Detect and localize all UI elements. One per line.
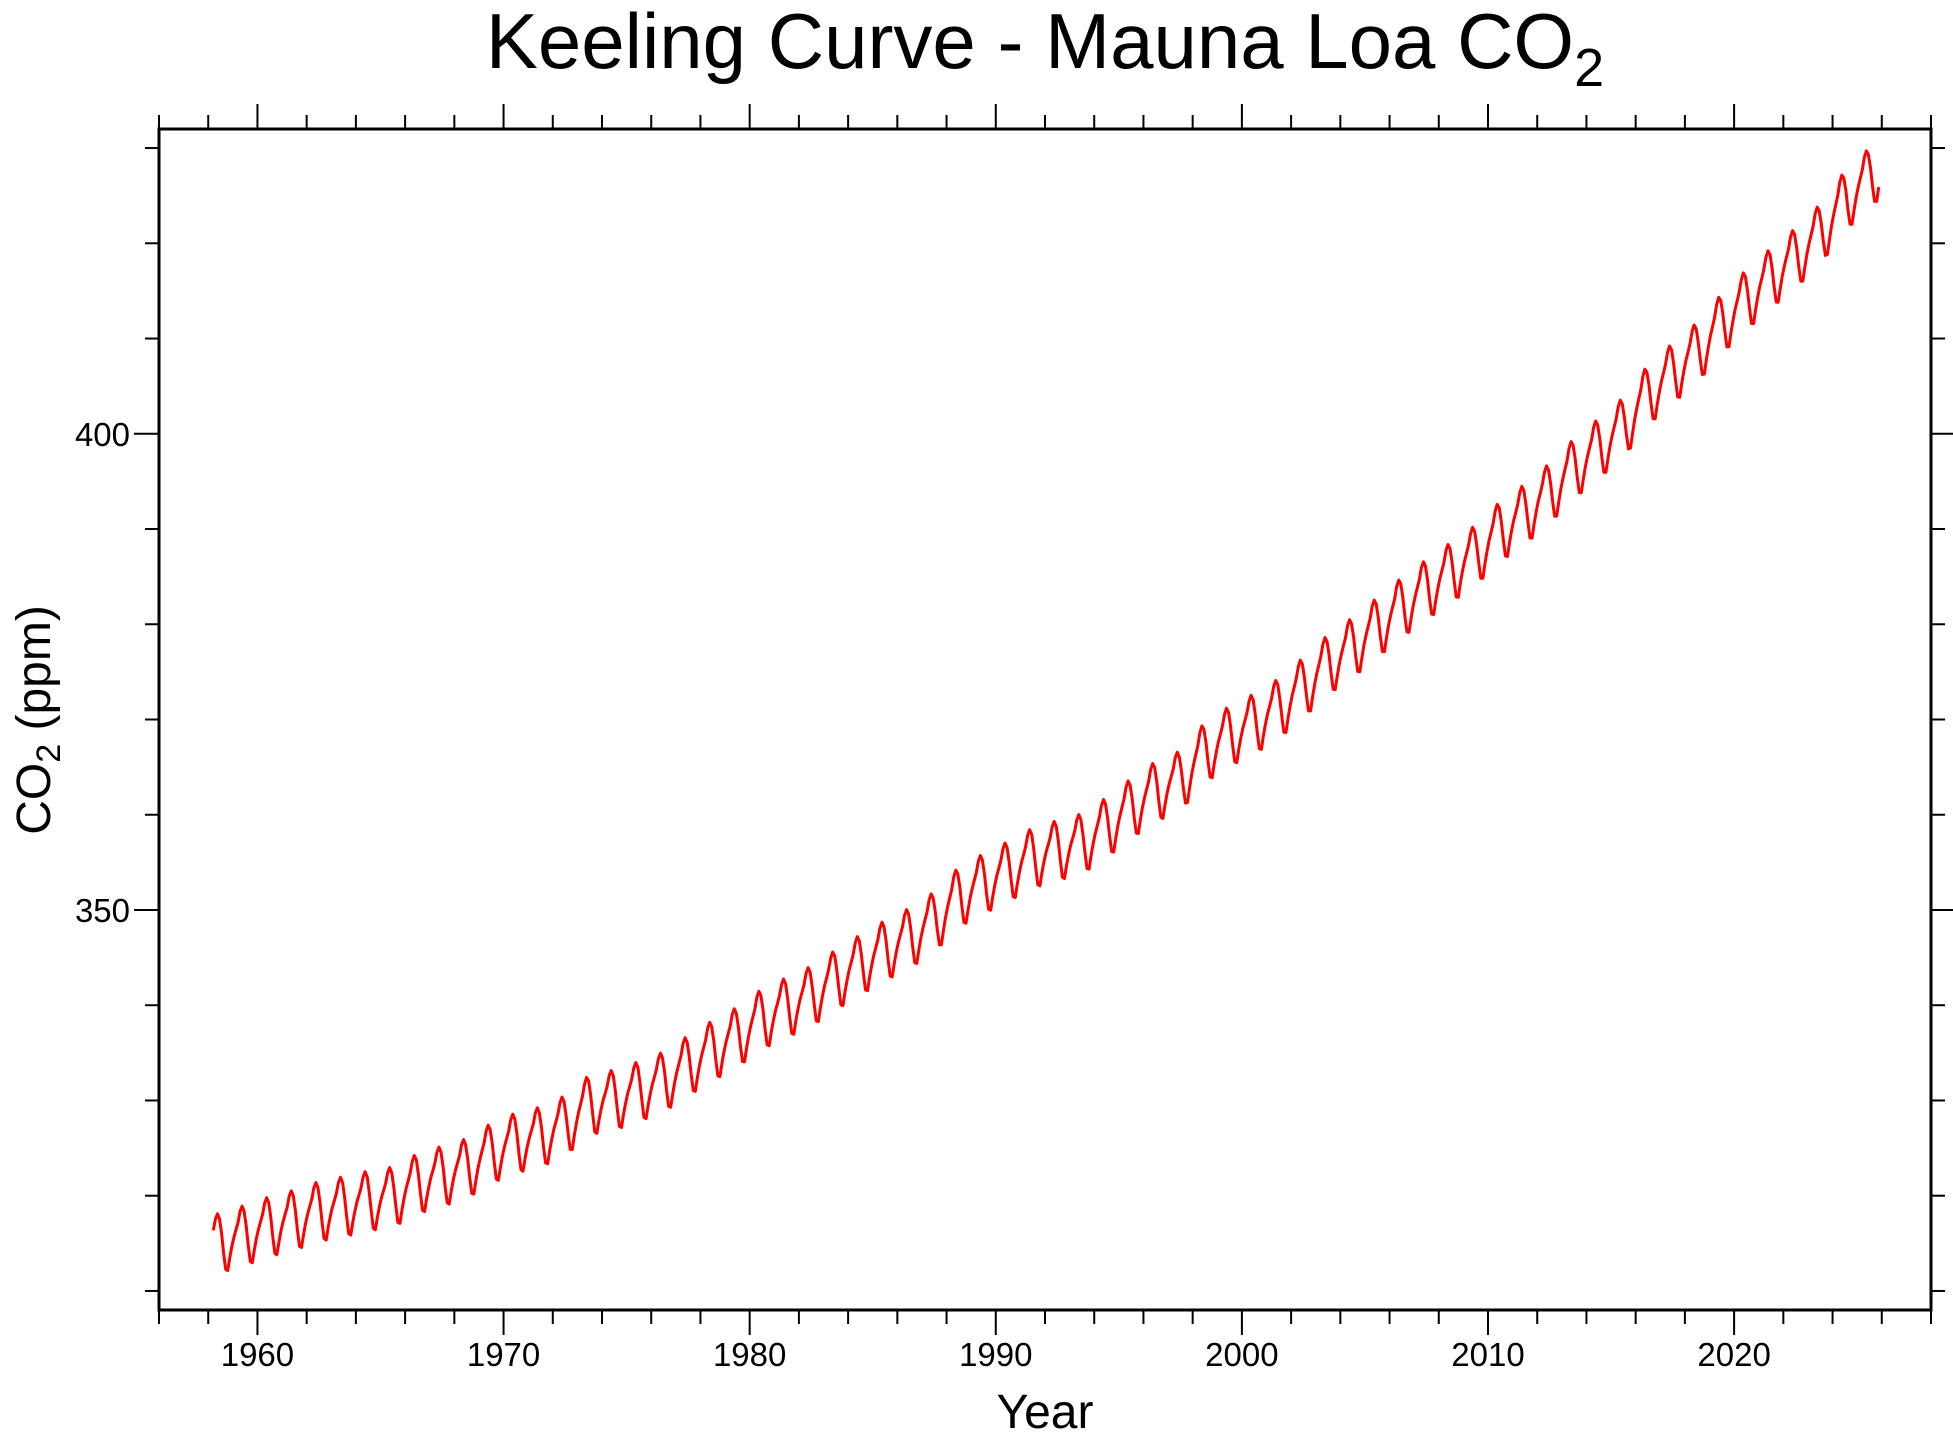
chart-title-subscript: 2 — [1574, 38, 1604, 98]
chart-title: Keeling Curve - Mauna Loa CO2 — [486, 0, 1604, 98]
x-tick-label: 2000 — [1205, 1336, 1278, 1373]
y-axis-label-suffix: (ppm) — [8, 605, 61, 744]
x-tick-label: 1970 — [467, 1336, 540, 1373]
y-axis-ticks — [134, 147, 1953, 1292]
x-tick-label: 1960 — [221, 1336, 294, 1373]
chart-title-text: Keeling Curve - Mauna Loa CO — [486, 0, 1574, 85]
y-tick-label: 350 — [75, 892, 130, 929]
y-tick-label: 400 — [75, 416, 130, 453]
x-tick-label: 2010 — [1451, 1336, 1524, 1373]
y-axis-label-text: CO — [8, 763, 61, 835]
y-axis-label-subscript: 2 — [30, 744, 68, 763]
x-tick-label: 1990 — [959, 1336, 1032, 1373]
x-tick-label: 1980 — [713, 1336, 786, 1373]
x-axis-ticks — [158, 104, 1932, 1335]
y-axis-tick-labels: 350 400 — [75, 416, 130, 929]
y-axis-label: CO2 (ppm) — [8, 605, 68, 835]
x-axis-tick-labels: 1960 1970 1980 1990 2000 2010 2020 — [221, 1336, 1771, 1373]
x-axis-label: Year — [997, 1386, 1094, 1434]
co2-series-line — [211, 149, 1881, 1273]
plot-border — [157, 127, 1933, 1312]
plot-frame — [157, 127, 1933, 1312]
x-tick-label: 2020 — [1697, 1336, 1770, 1373]
series-layer — [211, 149, 1881, 1273]
